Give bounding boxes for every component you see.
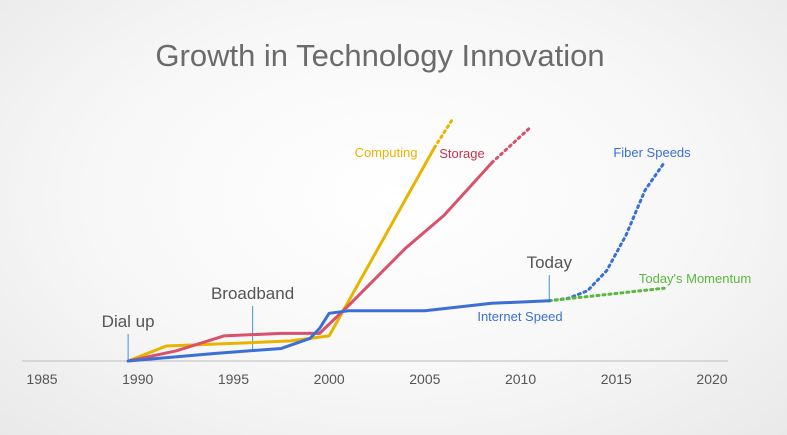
x-tick-label-1990: 1990 xyxy=(122,371,153,387)
series-line-computing xyxy=(126,146,436,363)
series-projection-storage xyxy=(490,126,532,165)
series-label-internet-speed: Internet Speed xyxy=(477,309,562,324)
x-axis-ticks: 1985 1990 1995 2000 2005 2010 2015 2020 xyxy=(26,371,727,387)
series-line-storage xyxy=(126,161,494,363)
series-label-computing: Computing xyxy=(355,145,418,160)
x-tick-label-2005: 2005 xyxy=(409,371,440,387)
x-tick-label-2015: 2015 xyxy=(601,371,632,387)
series-line-internet-speed xyxy=(126,299,551,363)
x-tick-label-2020: 2020 xyxy=(696,371,727,387)
series-lines xyxy=(126,116,666,363)
annotation-broadband: Broadband xyxy=(211,284,294,303)
series-label-fiber-speeds: Fiber Speeds xyxy=(613,145,691,160)
x-tick-label-1995: 1995 xyxy=(218,371,249,387)
milestone-annotations: Dial up Broadband Today xyxy=(102,253,573,359)
annotation-dial-up: Dial up xyxy=(102,312,155,331)
series-label-today-s-momentum: Today's Momentum xyxy=(639,271,751,286)
chart-title: Growth in Technology Innovation xyxy=(155,38,604,73)
series-label-storage: Storage xyxy=(439,146,485,161)
series-projection-today-s-momentum xyxy=(547,286,666,303)
series-labels: Computing Storage Fiber Speeds Today's Mome… xyxy=(355,145,752,324)
annotation-today: Today xyxy=(527,253,573,272)
x-tick-label-2000: 2000 xyxy=(314,371,345,387)
x-tick-label-2010: 2010 xyxy=(505,371,536,387)
series-projection-computing xyxy=(432,116,456,150)
x-tick-label-1985: 1985 xyxy=(26,371,57,387)
